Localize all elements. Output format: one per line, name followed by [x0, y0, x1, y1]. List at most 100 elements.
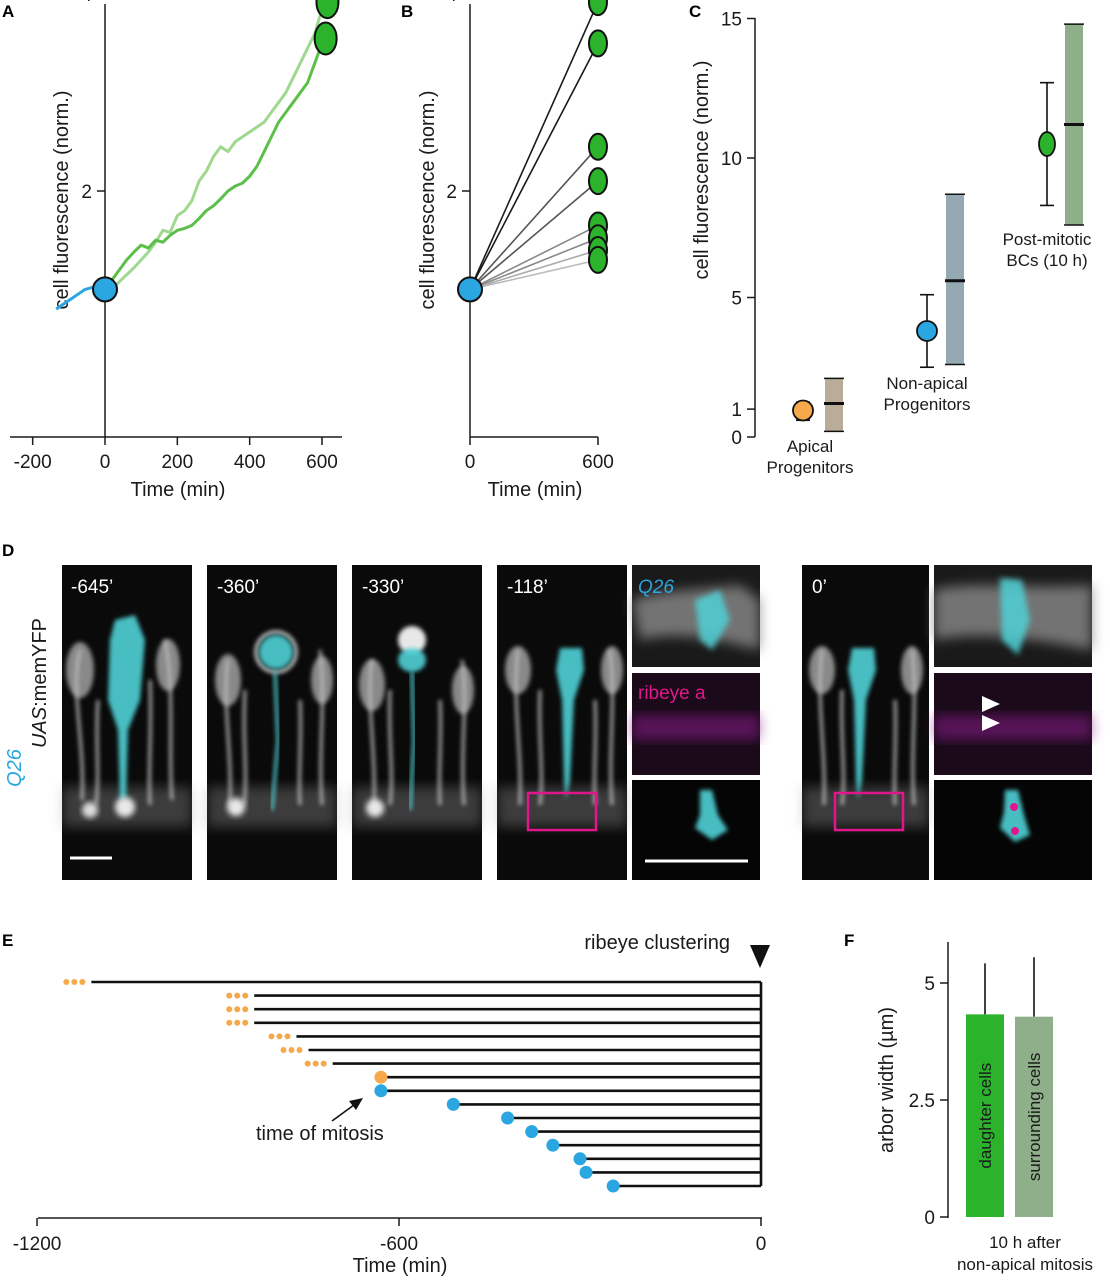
- panel-c-y-tick-label: 5: [731, 289, 742, 310]
- panel-a-x-tick-label: -200: [14, 452, 52, 473]
- arrowhead-marker-1: [982, 696, 1000, 712]
- panel-d-micrographs: -645’ -360’: [62, 565, 1092, 880]
- panel-b-connector-line: [469, 249, 599, 291]
- micrograph-frame-5: 0’: [802, 565, 929, 880]
- panel-a-y-label: cell fluorescence (norm.): [51, 91, 73, 310]
- panel-b-connector-line: [469, 146, 599, 290]
- panel-b-x-tick-label: 0: [465, 452, 476, 473]
- panel-c-group-label: Progenitors: [884, 395, 971, 414]
- panel-d-uas-label: UAS:memYFP: [29, 618, 51, 748]
- micrograph-frame-3: -330’: [352, 565, 482, 880]
- timepoint-label-3: -330’: [362, 577, 404, 598]
- panel-d: D Q26 UAS:memYFP -645’: [2, 541, 1092, 880]
- panel-e-row-start-dot: [234, 992, 241, 999]
- panel-c-y-tick-label: 0: [731, 428, 742, 449]
- panel-e-mitosis-point: [579, 1165, 593, 1179]
- panel-f-x-label-line-1: 10 h after: [989, 1233, 1061, 1252]
- panel-e-row-start-dot: [63, 979, 70, 985]
- panel-b-lines: [469, 1, 599, 291]
- panel-c-y-label: cell fluorescence (norm.): [691, 61, 713, 280]
- panel-e-mitosis-point: [573, 1152, 587, 1166]
- panel-f-x-label-line-2: non-apical mitosis: [957, 1255, 1093, 1274]
- panel-b-connector-line: [469, 237, 599, 291]
- panel-a-points: [92, 0, 340, 303]
- panel-b-connector-line: [469, 224, 599, 291]
- panel-e-rows: [63, 979, 763, 1193]
- panel-e-row-start-dot: [71, 979, 78, 985]
- panel-b-y-tick-label: 4: [446, 0, 457, 6]
- panel-c-y-tick-label: 1: [731, 400, 742, 421]
- panel-b-connector-line: [469, 180, 599, 291]
- panel-e-mitosis-point: [501, 1111, 515, 1125]
- panel-f-bar: [966, 1014, 1004, 1217]
- panel-a-y-tick-label: 4: [81, 0, 92, 6]
- panel-f-y-tick-label: 0: [924, 1208, 935, 1229]
- panel-b-connector-line: [469, 43, 599, 290]
- ribeye-clustering-marker: [750, 945, 770, 968]
- panel-e-row-start-dot: [242, 1019, 249, 1026]
- panel-b-end-point: [587, 132, 608, 161]
- panel-label-a: A: [2, 2, 14, 21]
- panel-e-row-start-dot: [304, 1060, 311, 1067]
- panel-e-row-start-dot: [312, 1060, 319, 1067]
- panel-a-y-tick-label: 2: [81, 182, 92, 203]
- micrograph-frame-1: -645’: [62, 565, 192, 880]
- panel-a-series-line: [104, 0, 331, 296]
- panel-d-q26-label: Q26: [4, 748, 26, 787]
- timepoint-label-2: -360’: [217, 577, 259, 598]
- panel-e-row-start-dot: [288, 1047, 295, 1053]
- timepoint-label-5: 0’: [812, 577, 827, 598]
- panel-c-group-label: Progenitors: [767, 458, 854, 477]
- panel-b-y-label: cell fluorescence (norm.): [417, 91, 439, 310]
- panel-a-x-tick-label: 200: [161, 452, 193, 473]
- inset-column-2: [934, 565, 1092, 880]
- panel-a-start-point: [92, 276, 118, 303]
- panel-e-row-start-dot: [268, 1033, 275, 1040]
- panel-b-y-tick-label: 2: [446, 182, 457, 203]
- panel-e-mitosis-point: [546, 1138, 560, 1152]
- panel-a-series-line: [103, 37, 327, 291]
- panel-b-connector-line: [469, 1, 599, 290]
- panel-label-b: B: [401, 2, 413, 21]
- panel-f-bar: [1015, 1016, 1053, 1217]
- inset-ribeye-label: ribeye a: [638, 683, 706, 704]
- panel-f-y-label: arbor width (µm): [876, 1007, 898, 1153]
- panel-e-x-tick-label: -1200: [13, 1234, 62, 1255]
- timepoint-label-1: -645’: [71, 577, 113, 598]
- panel-b-end-point: [587, 167, 608, 196]
- panel-c-group-label: BCs (10 h): [1006, 251, 1087, 270]
- panel-f-y-tick-label: 5: [924, 974, 935, 995]
- panel-e-row-start-dot: [234, 1019, 241, 1026]
- mitosis-arrow-head: [349, 1098, 363, 1110]
- panel-c-mean-point: [916, 320, 938, 342]
- panel-e-mitosis-point: [374, 1070, 388, 1084]
- panel-b-x-tick-label: 600: [582, 452, 614, 473]
- panel-d-uas-italic: UAS: [29, 706, 51, 748]
- panel-d-uas-rest: :memYFP: [29, 618, 51, 707]
- panel-c-mean-point: [1038, 131, 1056, 157]
- micrograph-frame-4: -118’: [497, 565, 627, 880]
- panel-a-end-point: [315, 0, 340, 20]
- panel-e-mitosis-point: [446, 1097, 460, 1111]
- panel-f-y-ticks: 02.55: [909, 974, 948, 1229]
- panel-b-end-point: [587, 29, 608, 58]
- panel-label-d: D: [2, 541, 14, 560]
- panel-c-group-label: Post-mitotic: [1003, 230, 1092, 249]
- panel-e-row-start-dot: [234, 1006, 241, 1013]
- panel-e-x-label: Time (min): [353, 1255, 448, 1277]
- inset-column-1: Q26 ribeye a: [632, 565, 760, 880]
- panel-f-bars: daughter cells surrounding cells: [966, 957, 1053, 1217]
- panel-e-x-tick-label: -600: [380, 1234, 418, 1255]
- panel-a-end-point: [313, 21, 338, 56]
- panel-f-bar-label: daughter cells: [976, 1063, 995, 1169]
- panel-e-row-start-dot: [242, 1006, 249, 1013]
- panel-c-y-tick-label: 10: [721, 149, 742, 170]
- panel-c-mean-point: [792, 399, 814, 422]
- time-of-mitosis-label: time of mitosis: [256, 1123, 384, 1145]
- panel-a-series: [55, 0, 331, 311]
- panel-e-mitosis-point: [606, 1179, 620, 1193]
